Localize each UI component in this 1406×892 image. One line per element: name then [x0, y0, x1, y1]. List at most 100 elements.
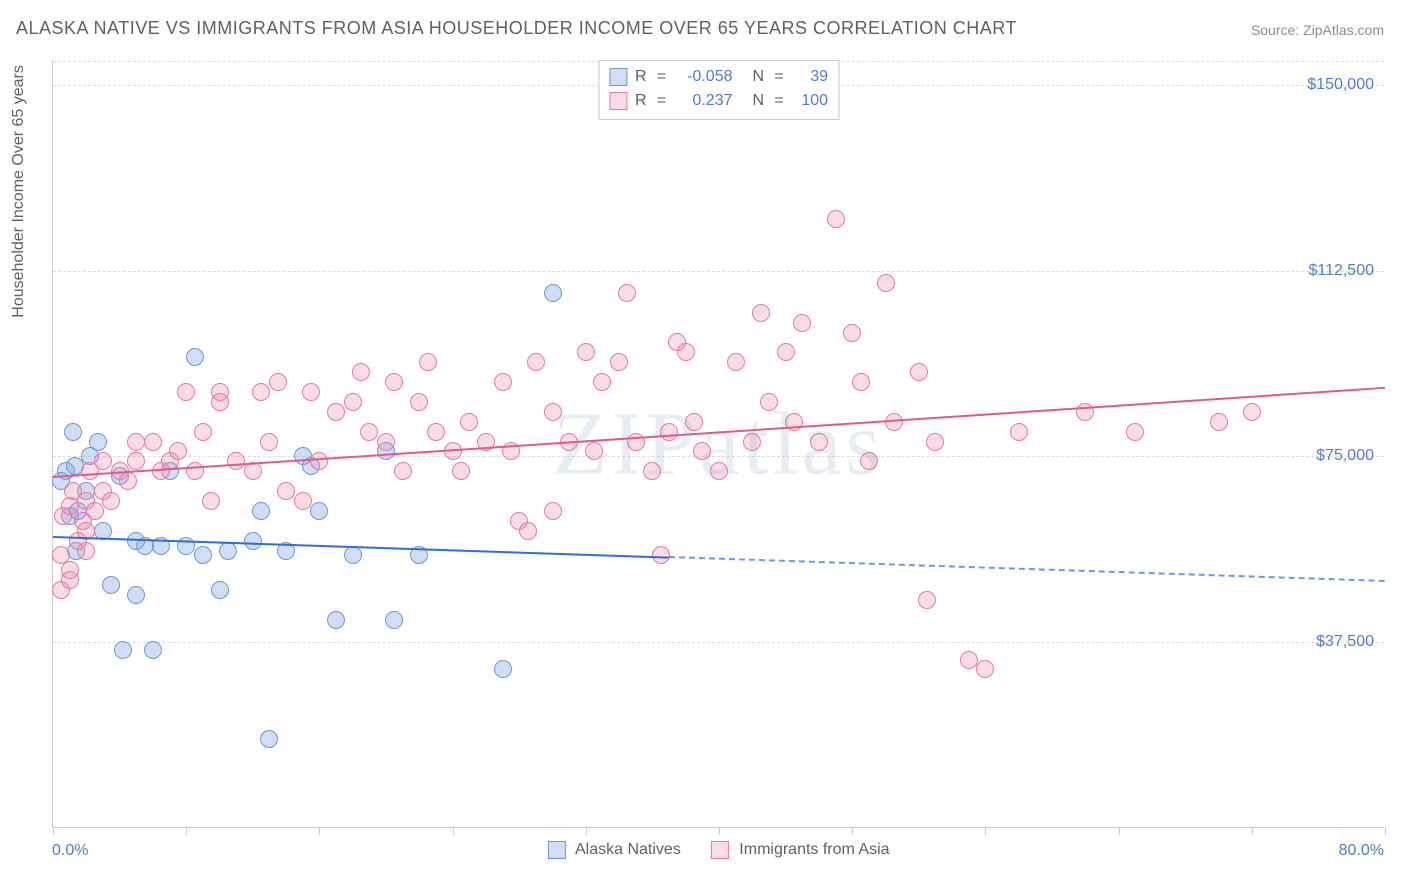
x-tick [453, 827, 454, 835]
data-point [660, 423, 678, 441]
x-tick [1119, 827, 1120, 835]
data-point [260, 433, 278, 451]
data-point [610, 353, 628, 371]
data-point [227, 452, 245, 470]
legend-swatch-icon [547, 841, 565, 859]
data-point [211, 581, 229, 599]
data-point [144, 433, 162, 451]
legend-label-0: Alaska Natives [575, 841, 681, 858]
legend-item-1: Immigrants from Asia [711, 841, 890, 859]
data-point [1243, 403, 1261, 421]
data-point [494, 373, 512, 391]
data-point [827, 210, 845, 228]
x-tick [1252, 827, 1253, 835]
data-point [252, 502, 270, 520]
data-point [360, 423, 378, 441]
data-point [519, 522, 537, 540]
data-point [310, 452, 328, 470]
data-point [64, 423, 82, 441]
data-point [427, 423, 445, 441]
data-point [86, 502, 104, 520]
data-point [685, 413, 703, 431]
legend-n-value-0: 39 [794, 68, 828, 86]
data-point [460, 413, 478, 431]
legend-n-label: N [753, 68, 765, 86]
y-tick-label: $112,500 [1308, 262, 1374, 280]
data-point [727, 353, 745, 371]
x-tick [985, 827, 986, 835]
data-point [693, 442, 711, 460]
x-axis-min: 0.0% [52, 842, 88, 860]
data-point [302, 383, 320, 401]
data-point [419, 353, 437, 371]
data-point [877, 274, 895, 292]
data-point [410, 393, 428, 411]
trend-line [669, 556, 1385, 582]
data-point [186, 462, 204, 480]
series-legend: Alaska Natives Immigrants from Asia [547, 841, 889, 859]
data-point [102, 492, 120, 510]
data-point [294, 492, 312, 510]
data-point [77, 542, 95, 560]
data-point [144, 641, 162, 659]
legend-r-label: R [635, 92, 647, 110]
data-point [918, 591, 936, 609]
data-point [960, 651, 978, 669]
data-point [177, 383, 195, 401]
x-tick [319, 827, 320, 835]
data-point [926, 433, 944, 451]
legend-label-1: Immigrants from Asia [739, 841, 889, 858]
data-point [544, 502, 562, 520]
data-point [186, 348, 204, 366]
data-point [810, 433, 828, 451]
x-axis-max: 80.0% [1339, 842, 1384, 860]
data-point [544, 403, 562, 421]
data-point [777, 343, 795, 361]
data-point [127, 433, 145, 451]
data-point [643, 462, 661, 480]
data-point [194, 423, 212, 441]
data-point [61, 561, 79, 579]
data-point [102, 576, 120, 594]
data-point [114, 641, 132, 659]
data-point [127, 586, 145, 604]
gridline [53, 642, 1384, 643]
plot-area: ZIPatlas R = -0.058 N = 39 R = 0.237 N =… [52, 60, 1384, 828]
data-point [1210, 413, 1228, 431]
legend-r-value-0: -0.058 [677, 68, 733, 86]
data-point [593, 373, 611, 391]
data-point [544, 284, 562, 302]
data-point [627, 433, 645, 451]
x-tick [1385, 827, 1386, 835]
legend-item-0: Alaska Natives [547, 841, 680, 859]
data-point [585, 442, 603, 460]
data-point [710, 462, 728, 480]
data-point [394, 462, 412, 480]
x-tick [852, 827, 853, 835]
data-point [219, 542, 237, 560]
legend-r-value-1: 0.237 [677, 92, 733, 110]
data-point [1126, 423, 1144, 441]
data-point [352, 363, 370, 381]
data-point [860, 452, 878, 470]
x-tick [586, 827, 587, 835]
data-point [211, 383, 229, 401]
data-point [618, 284, 636, 302]
x-tick [719, 827, 720, 835]
chart-title: ALASKA NATIVE VS IMMIGRANTS FROM ASIA HO… [16, 18, 1017, 39]
x-tick [186, 827, 187, 835]
data-point [743, 433, 761, 451]
data-point [94, 452, 112, 470]
legend-row-series-1: R = 0.237 N = 100 [609, 89, 828, 113]
legend-swatch-icon [711, 841, 729, 859]
data-point [327, 403, 345, 421]
data-point [852, 373, 870, 391]
data-point [260, 730, 278, 748]
y-tick-label: $150,000 [1307, 76, 1374, 94]
x-tick [53, 827, 54, 835]
data-point [119, 472, 137, 490]
data-point [527, 353, 545, 371]
data-point [169, 442, 187, 460]
data-point [577, 343, 595, 361]
data-point [377, 433, 395, 451]
